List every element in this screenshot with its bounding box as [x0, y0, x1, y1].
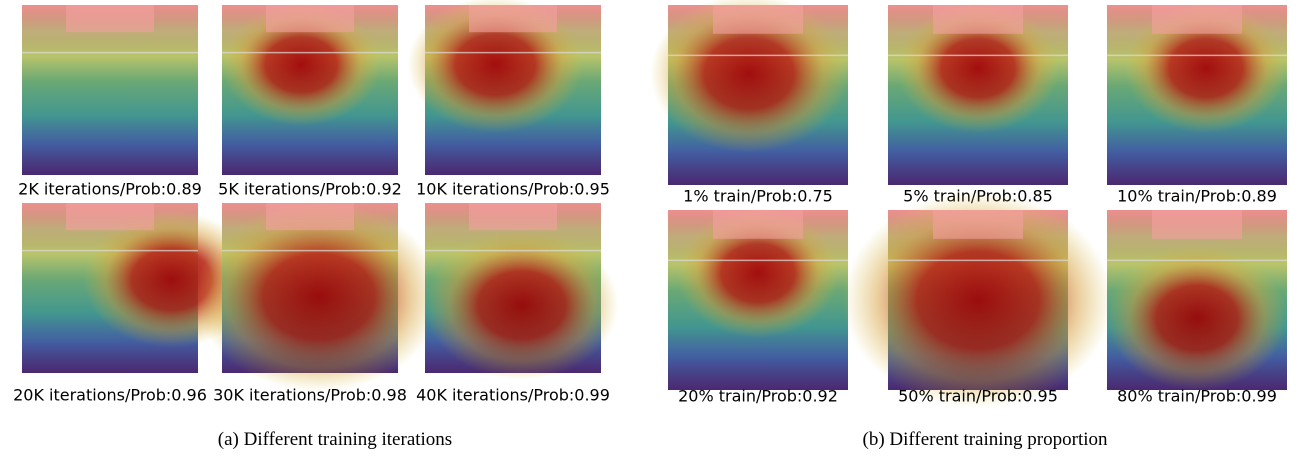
cage-top [469, 5, 557, 32]
cage-top [933, 210, 1023, 239]
cage-top [1152, 210, 1242, 239]
cage-top [266, 5, 354, 32]
caption: (b) Different training proportion [863, 429, 1108, 450]
cage-top [266, 203, 354, 230]
image-label: 40K iterations/Prob:0.99 [416, 386, 610, 405]
caption: (a) Different training iterations [218, 429, 452, 450]
image-label: 1% train/Prob:0.75 [683, 187, 833, 206]
cage-top [713, 210, 803, 239]
image-label: 20% train/Prob:0.92 [678, 387, 838, 406]
image-label: 10K iterations/Prob:0.95 [416, 180, 610, 199]
cage-top [66, 203, 154, 230]
cage-top [933, 5, 1023, 34]
cage-top [1152, 5, 1242, 34]
cage-top [469, 203, 557, 230]
image-label: 80% train/Prob:0.99 [1117, 387, 1277, 406]
cage-top [713, 5, 803, 34]
image-label: 5K iterations/Prob:0.92 [218, 180, 402, 199]
cage-top [66, 5, 154, 32]
image-label: 2K iterations/Prob:0.89 [18, 180, 202, 199]
image-label: 30K iterations/Prob:0.98 [213, 386, 407, 405]
image-label: 20K iterations/Prob:0.96 [13, 386, 207, 405]
figure: (a) Different training iterations (b) Di… [0, 0, 1299, 466]
image-label: 50% train/Prob:0.95 [898, 387, 1058, 406]
image-label: 10% train/Prob:0.89 [1117, 187, 1277, 206]
